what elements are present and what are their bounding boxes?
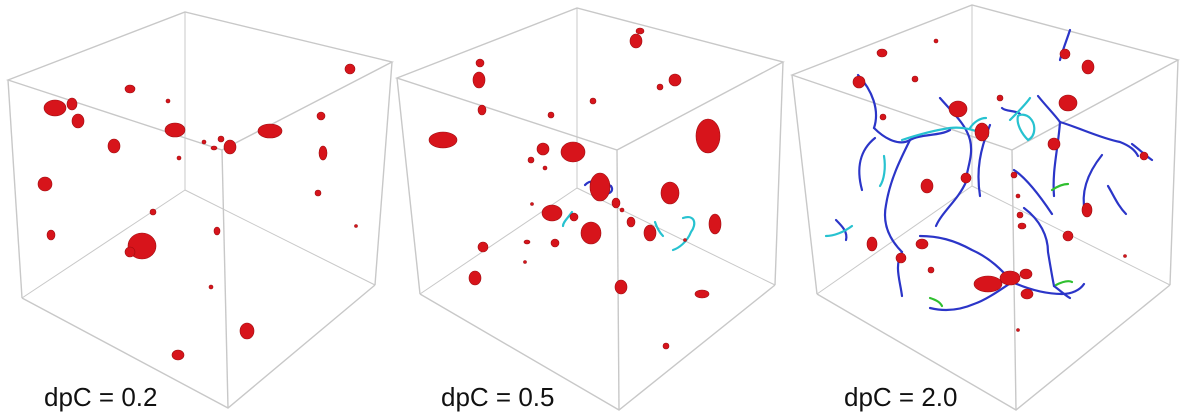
- cube-render-1: [5, 11, 394, 409]
- clusters: [37, 63, 358, 361]
- panel-dpc-0-2: dpC = 0.2: [0, 0, 395, 420]
- cube-frame: [5, 11, 394, 409]
- cube-frame: [790, 4, 1180, 411]
- panel-dpc-0-5: dpC = 0.5: [395, 0, 790, 420]
- panel-dpc-2-0: dpC = 2.0: [790, 0, 1184, 420]
- panel-caption: dpC = 0.5: [441, 382, 555, 412]
- panel-caption: dpC = 2.0: [844, 382, 958, 412]
- clusters: [852, 38, 1149, 332]
- clusters: [428, 27, 722, 350]
- filaments: [824, 28, 1154, 312]
- cube-render-2: [395, 7, 785, 411]
- panel-caption: dpC = 0.2: [44, 382, 158, 412]
- cube-frame: [395, 7, 785, 411]
- cube-render-3: [790, 4, 1180, 411]
